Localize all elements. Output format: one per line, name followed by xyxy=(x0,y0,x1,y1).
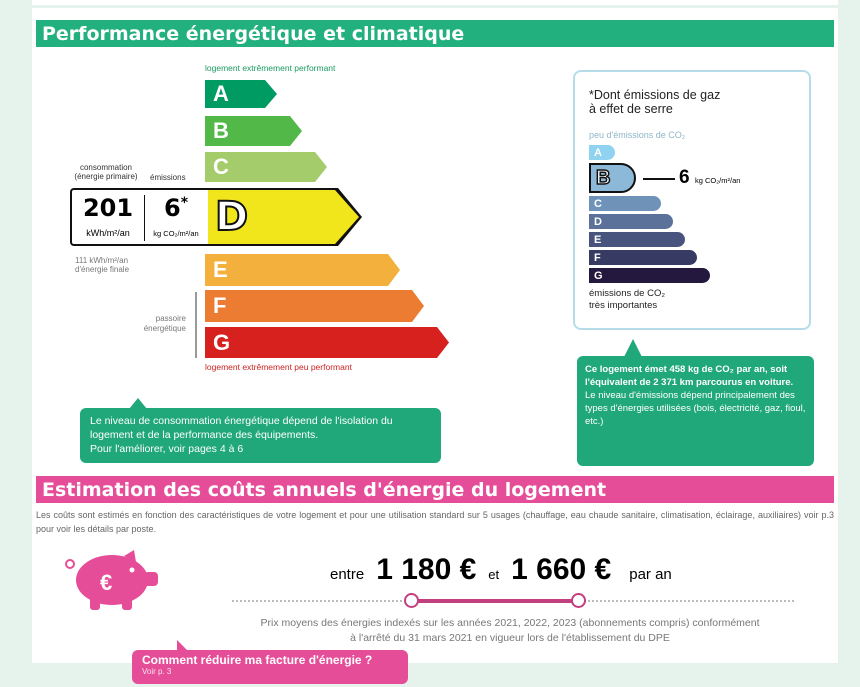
svg-text:€: € xyxy=(100,570,112,595)
ges-box: *Dont émissions de gaz à effet de serre … xyxy=(573,70,811,330)
consumption-label: consommation (énergie primaire) xyxy=(74,163,138,181)
emissions-callout: Ce logement émet 458 kg de CO₂ par an, s… xyxy=(577,356,814,466)
passoire-bracket xyxy=(195,292,197,358)
energy-class-f: F xyxy=(205,290,424,322)
emissions-unit: kg CO₂/m²/an xyxy=(153,229,199,238)
ges-class-letter: D xyxy=(594,215,602,228)
ges-class-letter: E xyxy=(594,233,602,246)
energy-class-letter: B xyxy=(213,118,229,143)
ges-pointer-line xyxy=(643,178,675,180)
energy-class-letter: D xyxy=(214,193,249,241)
energy-class-letter: G xyxy=(213,329,231,355)
piggy-bank-icon: € xyxy=(65,550,158,610)
asterisk: * xyxy=(180,195,189,211)
energy-class-e: E xyxy=(205,254,400,286)
costs-header: Estimation des coûts annuels d'énergie d… xyxy=(36,476,834,503)
ges-class-letter: G xyxy=(594,269,603,282)
between-label: entre xyxy=(330,566,365,583)
ges-class-letter: B xyxy=(595,166,611,190)
ges-class-e: E xyxy=(589,232,685,247)
energy-class-letter: A xyxy=(213,81,229,106)
and-label: et xyxy=(488,567,500,582)
consumption-value: 201 xyxy=(82,194,134,222)
ges-class-b: B xyxy=(589,163,636,193)
cost-max-marker xyxy=(571,593,586,608)
consumption-callout: Le niveau de consommation énergétique dé… xyxy=(80,408,441,463)
energy-class-g: G xyxy=(205,327,449,358)
bottom-label: logement extrêmement peu performant xyxy=(205,362,352,372)
performance-header: Performance énergétique et climatique xyxy=(36,20,834,47)
ges-value: 6 xyxy=(679,167,690,188)
ges-class-d: D xyxy=(589,214,673,229)
ges-class-a: A xyxy=(589,145,615,160)
cost-min: 1 180 € xyxy=(376,553,477,586)
top-label: logement extrêmement performant xyxy=(205,63,336,73)
ges-class-f: F xyxy=(589,250,697,265)
energy-class-d: D xyxy=(205,188,362,246)
emissions-label: émissions xyxy=(150,173,186,182)
ges-class-letter: F xyxy=(594,251,601,264)
divider xyxy=(144,195,145,241)
cost-min-marker xyxy=(404,593,419,608)
cost-range-fill xyxy=(412,599,578,603)
ges-class-g: G xyxy=(589,268,710,283)
price-note: Prix moyens des énergies indexés sur les… xyxy=(260,617,760,644)
ges-title: *Dont émissions de gaz à effet de serre xyxy=(589,88,721,116)
reduce-bill-link[interactable]: Comment réduire ma facture d'énergie ? V… xyxy=(132,650,408,684)
energy-class-letter: E xyxy=(213,257,228,282)
ges-unit: kg CO₂/m²/an xyxy=(695,176,741,185)
ges-top-label: peu d'émissions de CO₂ xyxy=(589,130,686,140)
consumption-unit: kWh/m²/an xyxy=(86,228,130,238)
per-year-label: par an xyxy=(629,566,672,583)
top-strip xyxy=(32,0,838,5)
value-box: 201 kWh/m²/an 6* kg CO₂/m²/an xyxy=(70,188,208,246)
energy-class-b: B xyxy=(205,116,302,146)
ges-class-letter: A xyxy=(594,146,602,159)
emissions-value: 6 xyxy=(163,194,181,222)
emissions-callout-bold: Ce logement émet 458 kg de CO₂ par an, s… xyxy=(585,364,794,388)
costs-description: Les coûts sont estimés en fonction des c… xyxy=(36,510,834,534)
emissions-callout-text: Le niveau d'émissions dépend principalem… xyxy=(585,390,806,427)
final-energy: 111 kWh/m²/an d'énergie finale xyxy=(75,256,130,274)
reduce-bill-sub: Voir p. 3 xyxy=(142,667,172,676)
energy-class-a: A xyxy=(205,80,277,108)
energy-class-letter: F xyxy=(213,293,227,318)
energy-class-c: C xyxy=(205,152,327,182)
reduce-bill-title: Comment réduire ma facture d'énergie ? xyxy=(142,653,373,667)
ges-class-letter: C xyxy=(594,197,602,210)
ges-class-c: C xyxy=(589,196,661,211)
ges-bottom-label: émissions de CO₂ très importantes xyxy=(589,288,666,311)
energy-class-letter: C xyxy=(213,154,229,179)
cost-max: 1 660 € xyxy=(511,553,612,586)
callout-pointer xyxy=(129,398,147,409)
passoire-label: passoire énergétique xyxy=(143,314,186,333)
callout-pointer xyxy=(624,339,642,357)
